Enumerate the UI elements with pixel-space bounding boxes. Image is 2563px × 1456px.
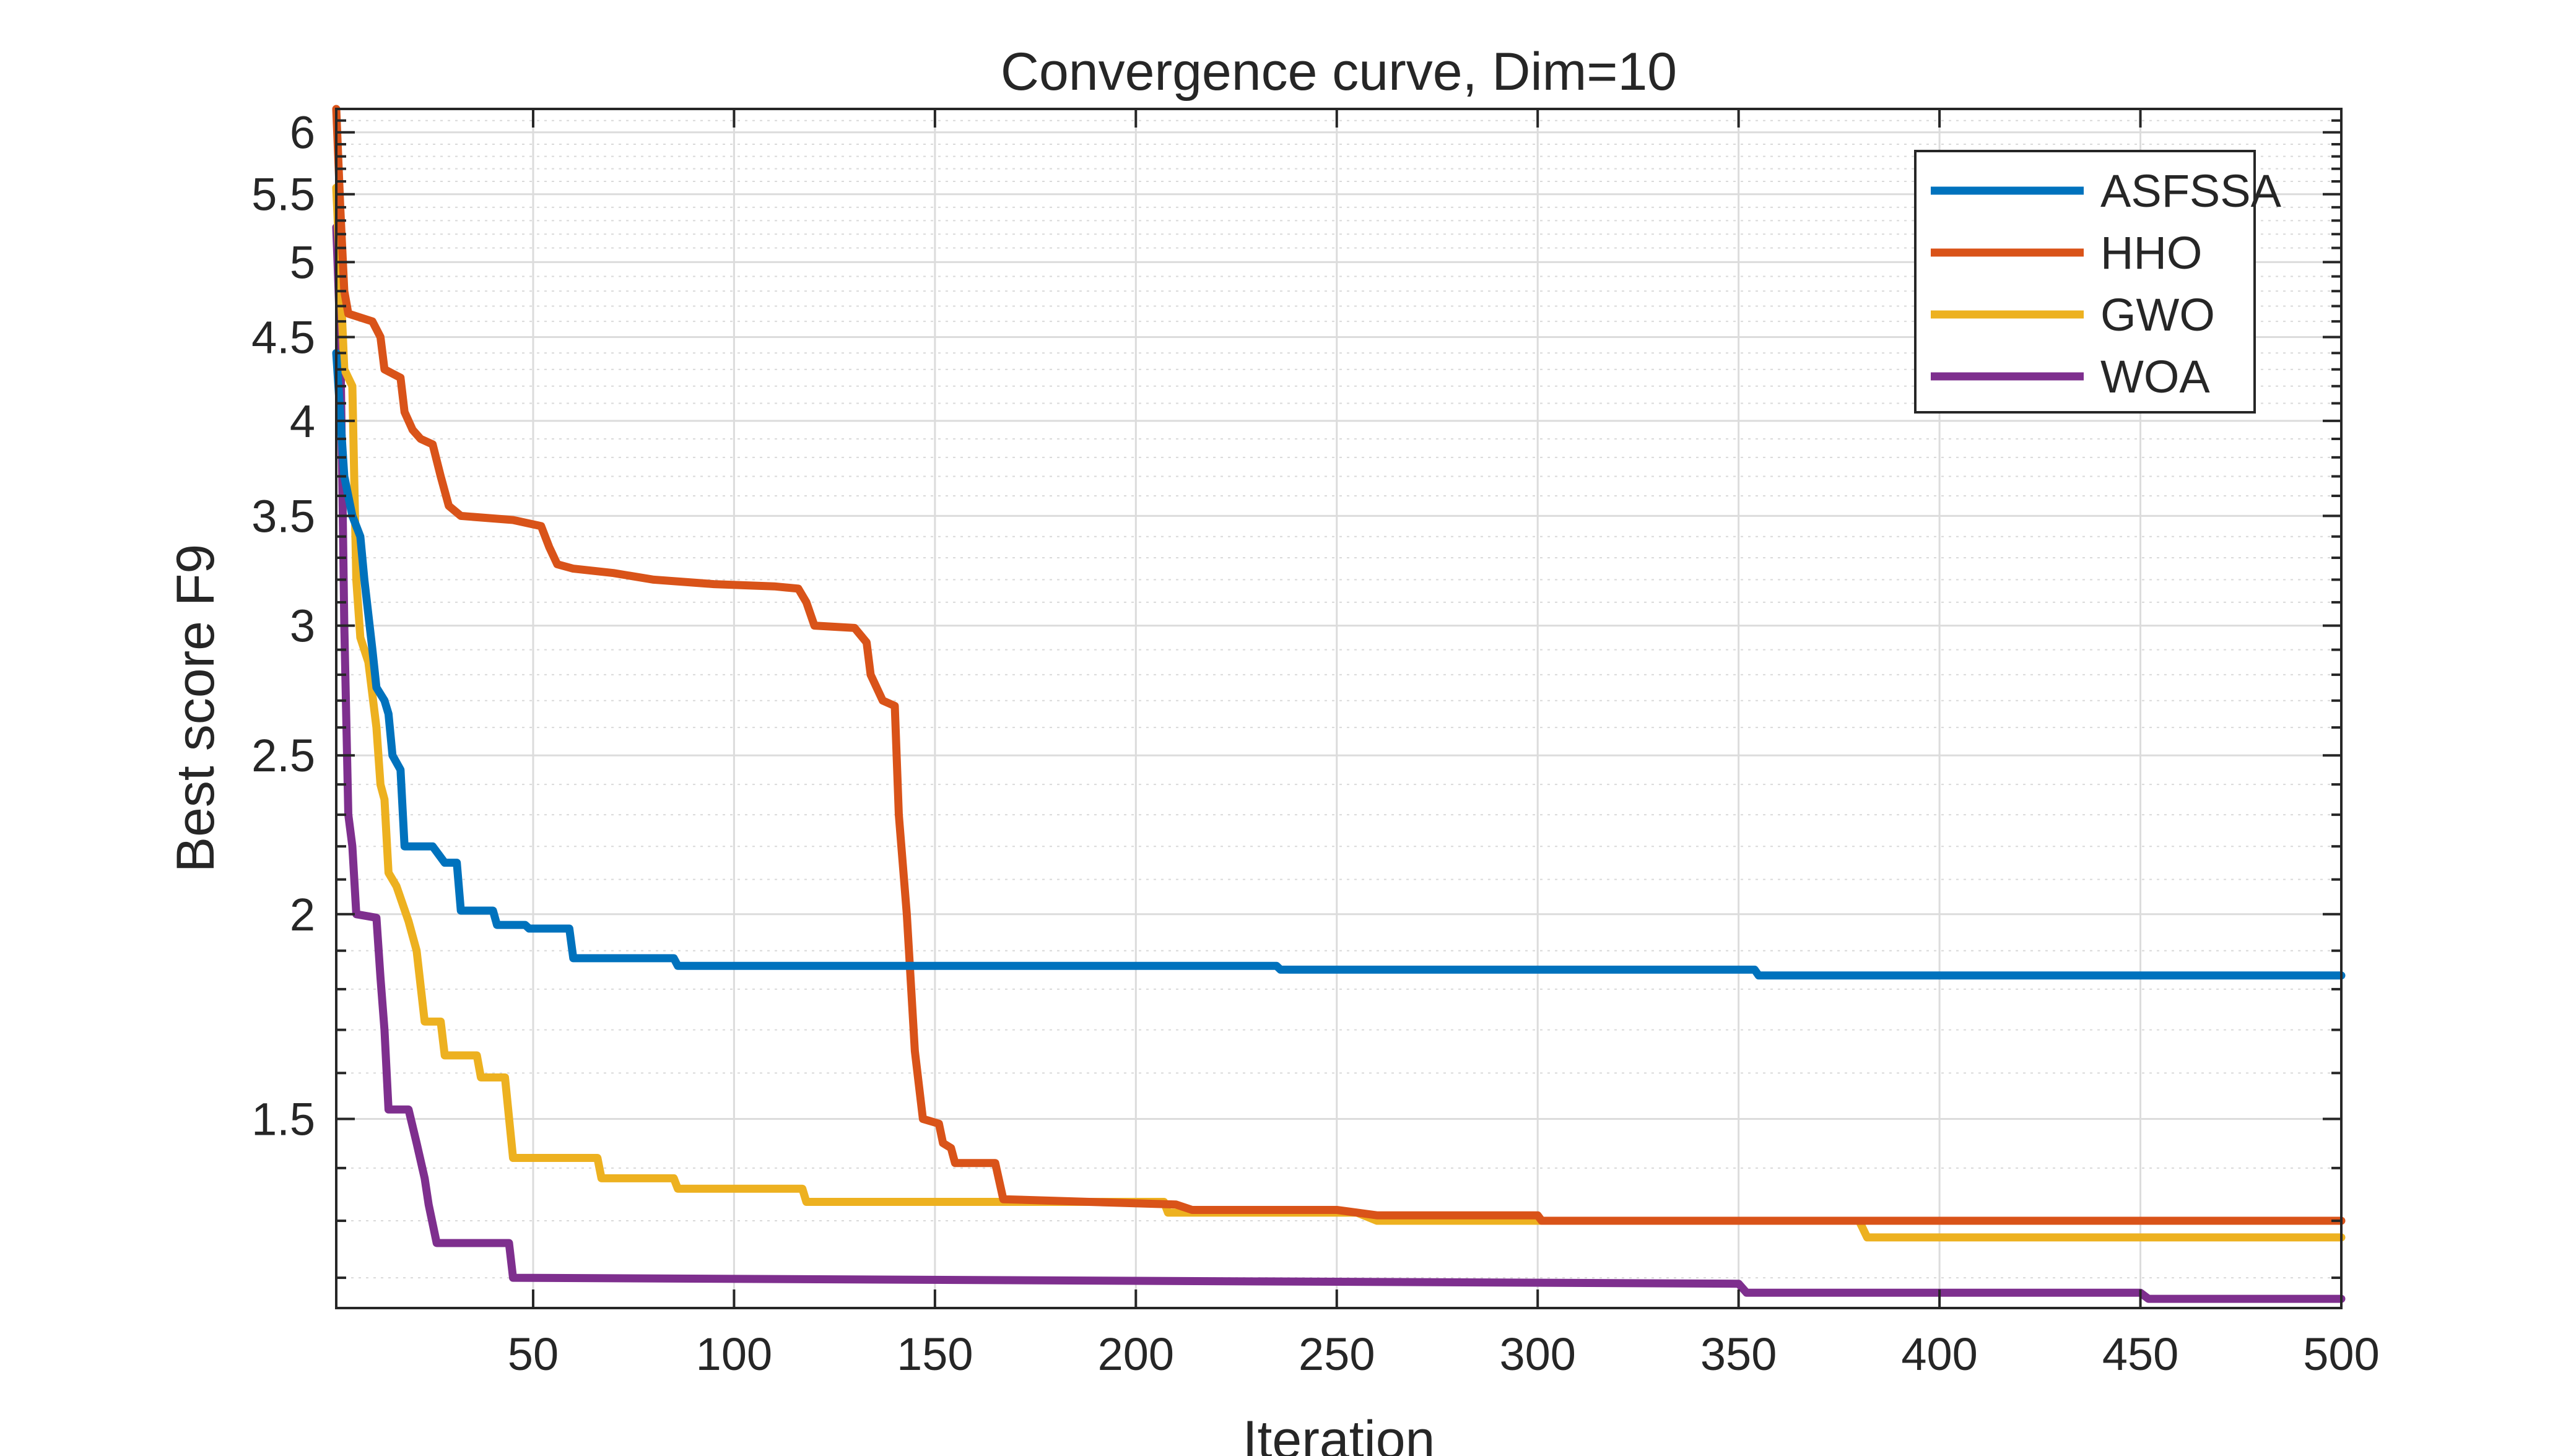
chart-title: Convergence curve, Dim=10 [1001,42,1677,102]
y-axis-label: Best score F9 [166,544,225,873]
y-tick-label-0: 1.5 [251,1094,315,1145]
x-tick-label-7: 400 [1901,1328,1977,1380]
y-tick-label-6: 4.5 [251,311,315,363]
x-tick-label-5: 300 [1499,1328,1575,1380]
legend-label-gwo: GWO [2100,289,2215,340]
y-tick-label-4: 3.5 [251,490,315,542]
series-layer [332,105,2346,1303]
y-tick-label-8: 5.5 [251,169,315,220]
y-tick-labels: 1.5 2 2.5 3 3.5 4 4.5 5 5.5 6 [251,107,315,1145]
x-tick-label-6: 350 [1700,1328,1777,1380]
y-tick-label-1: 2 [290,889,315,940]
legend-label-asfssa: ASFSSA [2100,165,2282,217]
axis-ticks [336,108,2343,1308]
series-line-asfssa [332,349,2346,980]
x-axis-label: Iteration [1243,1410,1435,1456]
legend-label-woa: WOA [2100,351,2210,402]
series-line-woa [332,223,2346,1303]
legend: ASFSSA HHO GWO WOA [1914,150,2282,414]
x-tick-label-1: 100 [696,1328,772,1380]
x-tick-labels: 50 100 150 200 250 300 350 400 450 500 [508,1328,2380,1380]
x-tick-label-0: 50 [508,1328,559,1380]
x-tick-label-2: 150 [897,1328,973,1380]
x-tick-label-9: 500 [2303,1328,2379,1380]
y-tick-label-9: 6 [290,107,315,158]
legend-label-hho: HHO [2100,227,2202,279]
x-tick-label-8: 450 [2102,1328,2178,1380]
y-tick-label-2: 2.5 [251,730,315,781]
x-tick-label-3: 200 [1098,1328,1174,1380]
x-tick-label-4: 250 [1299,1328,1375,1380]
series-line-hho [332,105,2346,1225]
y-tick-label-3: 3 [290,600,315,652]
y-tick-label-7: 5 [290,236,315,288]
y-tick-label-5: 4 [290,396,315,447]
plot-frame [335,108,2343,1309]
